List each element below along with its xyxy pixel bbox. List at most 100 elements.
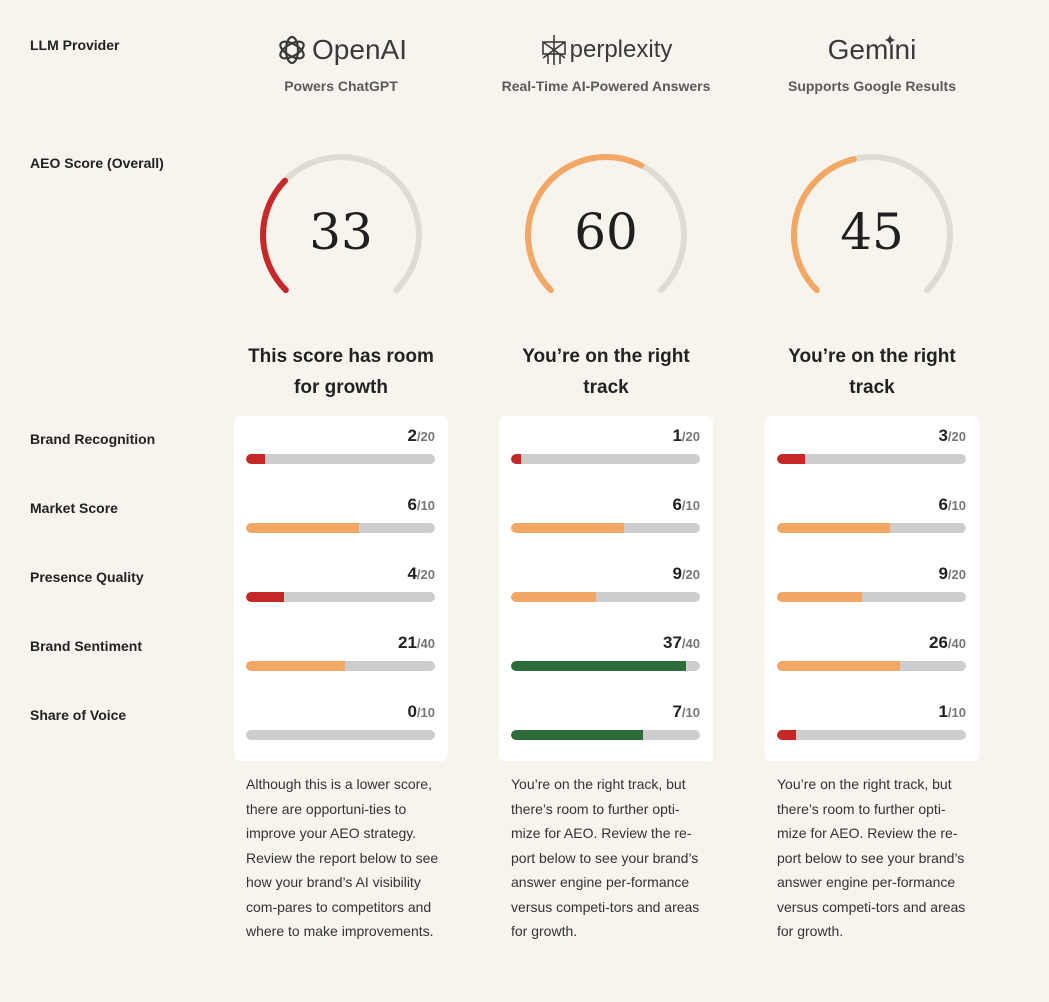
metric-progress-bar xyxy=(511,592,700,602)
provider-description: You’re on the right track, but there’s r… xyxy=(777,776,966,939)
metric-progress-fill xyxy=(777,454,806,464)
metric-value: 6 xyxy=(672,495,682,514)
metric-progress-fill xyxy=(246,523,360,533)
gauge-fill xyxy=(260,177,289,294)
metric-score: 1/20 xyxy=(672,426,700,446)
metric-progress-fill xyxy=(777,523,891,533)
metric-brand-sentiment: 26/40 xyxy=(777,623,966,673)
aeo-score-gauge xyxy=(791,153,953,294)
metrics-card: 1/20 6/10 9/20 37/40 7/10 xyxy=(499,416,713,761)
metric-progress-bar xyxy=(777,730,966,740)
metric-score: 0/10 xyxy=(407,702,435,722)
metric-value: 7 xyxy=(672,702,682,721)
metric-progress-fill xyxy=(511,661,686,671)
provider-subtitle: Supports Google Results xyxy=(787,78,956,94)
metric-max: /10 xyxy=(681,498,700,513)
metric-progress-fill xyxy=(777,730,796,740)
metric-progress-fill xyxy=(511,592,597,602)
metric-progress-bar xyxy=(246,523,435,533)
gemini-sparkle-icon xyxy=(884,34,896,46)
metric-market-score: 6/10 xyxy=(511,485,700,535)
metric-max: /10 xyxy=(947,705,966,720)
metric-score: 2/20 xyxy=(407,426,435,446)
row-label-llm-provider: LLM Provider xyxy=(30,37,120,53)
metric-max: /20 xyxy=(947,429,966,444)
metric-max: /20 xyxy=(416,429,435,444)
metric-score: 1/10 xyxy=(938,702,966,722)
metric-progress-fill xyxy=(777,592,863,602)
row-label-brand-sentiment: Brand Sentiment xyxy=(30,638,143,654)
metrics-card: 3/20 6/10 9/20 26/40 1/10 xyxy=(765,416,979,761)
metric-max: /40 xyxy=(416,636,435,651)
metric-progress-bar xyxy=(246,730,435,740)
metric-score: 6/10 xyxy=(407,495,435,515)
provider-name: perplexity xyxy=(569,36,673,63)
metric-share-of-voice: 1/10 xyxy=(777,692,966,742)
metric-max: /20 xyxy=(947,567,966,582)
row-label-aeo-score: AEO Score (Overall) xyxy=(30,155,164,171)
gauge-fill xyxy=(791,156,857,294)
metric-presence-quality: 9/20 xyxy=(777,554,966,604)
aeo-score-gauge xyxy=(260,153,422,294)
metric-progress-bar xyxy=(511,454,700,464)
provider-column-perplexity: perplexity Real-Time AI-Powered Answers … xyxy=(499,0,713,1002)
metric-value: 26 xyxy=(929,633,948,652)
metric-market-score: 6/10 xyxy=(246,485,435,535)
provider-logo: Gemini xyxy=(765,30,979,70)
provider-name: OpenAI xyxy=(312,34,407,65)
metric-share-of-voice: 7/10 xyxy=(511,692,700,742)
metric-score: 4/20 xyxy=(407,564,435,584)
metric-market-score: 6/10 xyxy=(777,485,966,535)
metric-presence-quality: 4/20 xyxy=(246,554,435,604)
metric-value: 1 xyxy=(938,702,948,721)
provider-subtitle: Powers ChatGPT xyxy=(284,78,398,94)
metric-score: 6/10 xyxy=(938,495,966,515)
metric-progress-bar xyxy=(511,661,700,671)
provider-logo: perplexity xyxy=(499,30,713,70)
metric-progress-bar xyxy=(777,454,966,464)
metric-max: /10 xyxy=(416,705,435,720)
metric-max: /20 xyxy=(416,567,435,582)
metric-max: /10 xyxy=(681,705,700,720)
metric-value: 1 xyxy=(672,426,682,445)
metric-value: 6 xyxy=(407,495,417,514)
score-status: You’re on the right track xyxy=(522,346,690,398)
metric-brand-recognition: 1/20 xyxy=(511,416,700,466)
score-status: You’re on the right track xyxy=(788,346,956,398)
row-label-share-of-voice: Share of Voice xyxy=(30,707,127,723)
metric-value: 2 xyxy=(407,426,417,445)
metric-value: 9 xyxy=(672,564,682,583)
metric-progress-fill xyxy=(246,661,346,671)
row-label-presence-quality: Presence Quality xyxy=(30,569,144,585)
metric-progress-bar xyxy=(511,730,700,740)
openai-knot-icon xyxy=(279,35,305,65)
metric-score: 6/10 xyxy=(672,495,700,515)
provider-subtitle: Real-Time AI-Powered Answers xyxy=(501,78,711,94)
row-label-brand-recognition: Brand Recognition xyxy=(30,431,156,447)
metric-score: 7/10 xyxy=(672,702,700,722)
metric-value: 3 xyxy=(938,426,948,445)
metrics-card: 2/20 6/10 4/20 21/40 0/10 xyxy=(234,416,448,761)
metric-share-of-voice: 0/10 xyxy=(246,692,435,742)
gauge-fill xyxy=(525,154,645,294)
aeo-score-value: 45 xyxy=(840,203,904,261)
aeo-score-gauge xyxy=(525,153,687,294)
metric-progress-bar xyxy=(511,523,700,533)
metric-progress-bar xyxy=(777,523,966,533)
metric-max: /40 xyxy=(681,636,700,651)
provider-column-gemini: Gemini Supports Google Results 45 You’re… xyxy=(765,0,979,1002)
metric-max: /20 xyxy=(681,567,700,582)
metric-value: 0 xyxy=(407,702,417,721)
metric-value: 6 xyxy=(938,495,948,514)
aeo-score-value: 33 xyxy=(309,203,373,261)
metric-progress-bar xyxy=(246,661,435,671)
metric-progress-bar xyxy=(777,661,966,671)
perplexity-asterisk-icon xyxy=(541,35,566,65)
metric-progress-bar xyxy=(246,592,435,602)
provider-description: You’re on the right track, but there’s r… xyxy=(511,776,700,939)
provider-description: Although this is a lower score, there ar… xyxy=(246,776,439,939)
provider-column-openai: OpenAI Powers ChatGPT 33 This score has … xyxy=(234,0,448,1002)
metric-brand-recognition: 2/20 xyxy=(246,416,435,466)
score-status: This score has room for growth xyxy=(248,346,434,398)
row-label-market-score: Market Score xyxy=(30,500,118,516)
